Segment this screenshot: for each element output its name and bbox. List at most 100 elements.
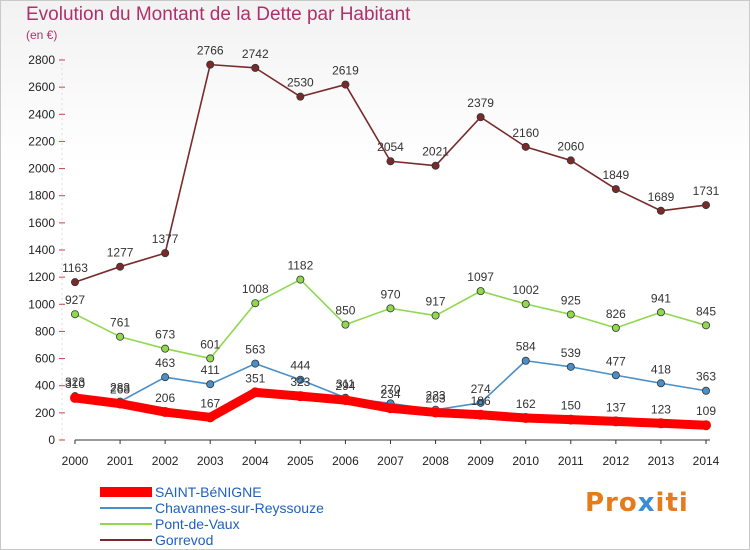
data-label: 268 <box>110 383 130 397</box>
data-point <box>341 80 350 89</box>
data-label: 925 <box>561 293 581 307</box>
x-tick-label: 2007 <box>377 454 404 468</box>
series-2: 927 761 673 601 1008 1182 850 970 917 1097 1002 925… <box>65 259 716 363</box>
x-tick-label: 2014 <box>693 454 720 468</box>
y-tick-label: 2800 <box>28 53 55 67</box>
data-label: 351 <box>245 371 265 385</box>
data-label: 311 <box>336 377 355 391</box>
data-label: 941 <box>651 291 671 305</box>
data-point <box>386 304 395 313</box>
y-tick-label: 2000 <box>28 162 55 176</box>
data-point <box>295 391 306 402</box>
series-3: 1163 1277 1377 2766 2742 2530 2619 2054 2021 2379… <box>62 44 720 287</box>
data-label: 1689 <box>648 190 675 204</box>
legend-swatch <box>100 507 152 509</box>
data-label: 270 <box>380 382 400 396</box>
data-label: 2766 <box>197 44 224 58</box>
data-label: 323 <box>290 375 310 389</box>
data-point <box>161 249 170 258</box>
legend-label: Gorrevod <box>155 532 214 548</box>
data-point <box>205 412 216 423</box>
data-point <box>521 300 530 309</box>
x-tick-label: 2006 <box>332 454 359 468</box>
logo-part-3: iti <box>655 488 689 518</box>
data-label: 1182 <box>287 259 313 273</box>
data-point <box>296 375 305 384</box>
data-label: 411 <box>201 363 220 377</box>
data-label: 563 <box>245 343 265 357</box>
data-label: 2021 <box>422 145 449 159</box>
data-label: 234 <box>380 387 400 401</box>
data-point <box>251 299 260 308</box>
data-label: 167 <box>200 396 220 410</box>
legend-label: SAINT-BéNIGNE <box>155 484 262 500</box>
data-label: 1731 <box>693 184 720 198</box>
data-label: 850 <box>335 304 355 318</box>
data-point <box>116 262 125 271</box>
y-tick-label: 1400 <box>28 243 55 257</box>
data-label: 137 <box>606 400 626 414</box>
data-label: 761 <box>110 316 130 330</box>
y-tick-label: 1000 <box>28 297 55 311</box>
x-tick-label: 2000 <box>62 454 89 468</box>
data-label: 463 <box>155 356 175 370</box>
data-point <box>521 356 530 365</box>
x-tick-label: 2008 <box>422 454 449 468</box>
x-tick-label: 2002 <box>152 454 179 468</box>
data-point <box>702 201 711 210</box>
data-point <box>251 359 260 368</box>
axes: 0 200 400 600 800 1000 1200 1400 1600 1800 2000 220… <box>28 53 719 468</box>
x-tick-label: 2011 <box>558 454 584 468</box>
data-point <box>430 407 441 418</box>
legend-label: Pont-de-Vaux <box>155 516 240 532</box>
y-tick-label: 2200 <box>28 134 55 148</box>
y-tick-label: 800 <box>35 324 55 338</box>
data-point <box>702 386 711 395</box>
data-point <box>206 354 215 363</box>
data-point <box>611 371 620 380</box>
data-label: 1377 <box>152 232 179 246</box>
data-label: 601 <box>200 337 220 351</box>
data-point <box>160 407 171 418</box>
data-label: 223 <box>426 389 446 403</box>
data-label: 444 <box>290 359 310 373</box>
data-label: 123 <box>651 402 671 416</box>
data-point <box>296 92 305 101</box>
data-point <box>386 157 395 166</box>
y-tick-label: 400 <box>35 379 55 393</box>
data-label: 186 <box>471 394 491 408</box>
data-point <box>611 185 620 194</box>
data-point <box>115 398 126 409</box>
data-point <box>431 161 440 170</box>
data-label: 206 <box>155 391 175 405</box>
series-0: 310 268 206 167 351 323 294 234 203 186 162 150 137 1… <box>65 371 716 431</box>
data-label: 162 <box>516 397 536 411</box>
x-tick-label: 2001 <box>107 454 134 468</box>
data-point <box>206 60 215 69</box>
data-label: 363 <box>696 370 716 384</box>
data-point <box>341 320 350 329</box>
data-label: 927 <box>65 293 85 307</box>
data-point <box>161 344 170 353</box>
data-point <box>475 409 486 420</box>
y-tick-label: 1800 <box>28 189 55 203</box>
data-point <box>610 416 621 427</box>
data-point <box>70 392 80 403</box>
legend-swatch <box>100 523 152 525</box>
y-tick-label: 1200 <box>28 270 55 284</box>
data-point <box>521 142 530 151</box>
data-label: 1008 <box>242 282 269 296</box>
y-tick-label: 0 <box>48 433 55 447</box>
data-label: 673 <box>155 328 175 342</box>
y-tick-label: 600 <box>35 352 55 366</box>
data-label: 323 <box>65 375 85 389</box>
data-point <box>566 156 575 165</box>
data-label: 203 <box>426 391 446 405</box>
data-point <box>656 379 665 388</box>
data-point <box>340 395 351 406</box>
legend-label: Chavannes-sur-Reyssouze <box>155 500 324 516</box>
data-label: 2060 <box>557 139 584 153</box>
data-label: 294 <box>335 379 355 393</box>
data-point <box>476 287 485 296</box>
